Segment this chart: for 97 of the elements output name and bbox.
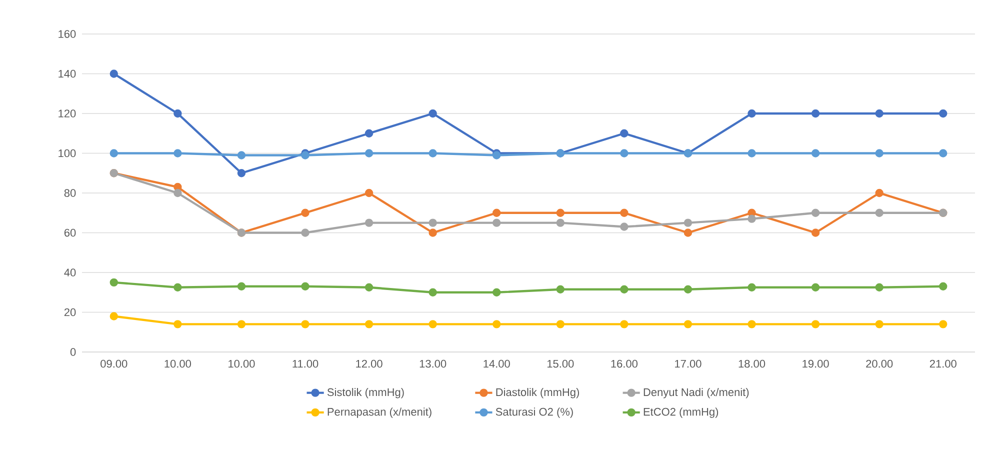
point (237, 282, 246, 291)
point (174, 149, 182, 158)
x-tick-label: 16.00 (611, 360, 638, 368)
point (684, 285, 692, 294)
legend-label: Saturasi O2 (%) (496, 408, 573, 418)
legend-label: Sistolik (mmHg) (327, 388, 404, 398)
y-tick-label: 0 (70, 348, 76, 356)
point (875, 188, 884, 198)
x-tick-label: 19.00 (802, 360, 829, 368)
point (428, 288, 437, 296)
point (620, 222, 628, 231)
point (556, 218, 564, 227)
point (110, 312, 118, 320)
point (748, 320, 756, 328)
point (811, 149, 820, 158)
point (301, 208, 310, 217)
legend-label: Pernapasan (x/menit) (328, 408, 432, 418)
point (428, 109, 437, 118)
point (875, 283, 884, 292)
x-tick-label: 20.00 (866, 360, 893, 368)
point (364, 283, 374, 292)
legend-label: EtCO2 (mmHg) (644, 408, 718, 418)
point (811, 283, 820, 292)
point (748, 149, 756, 158)
y-tick-label: 100 (58, 149, 76, 158)
point (939, 109, 948, 118)
point (364, 149, 374, 158)
point (301, 320, 310, 328)
x-tick-label: 18.00 (738, 360, 766, 368)
x-tick-label: 21.00 (930, 360, 956, 368)
point (939, 320, 948, 328)
point (301, 282, 310, 291)
point (492, 208, 501, 217)
x-tick-label: 09.00 (100, 360, 128, 368)
x-tick-label: 10.00 (164, 360, 191, 368)
point (684, 320, 692, 328)
x-tick-label: 10.00 (228, 360, 255, 368)
point (428, 218, 437, 227)
point (811, 320, 820, 328)
point (939, 149, 948, 158)
point (110, 70, 118, 78)
x-tick-label: 15.00 (547, 360, 574, 368)
point (428, 228, 437, 237)
point (684, 228, 692, 237)
point (620, 208, 628, 217)
point (364, 320, 374, 328)
y-tick-label: 160 (58, 30, 76, 38)
point (875, 208, 884, 217)
y-tick-label: 20 (64, 308, 76, 316)
point (364, 129, 374, 138)
point (237, 320, 246, 328)
point (364, 188, 374, 198)
x-tick-label: 11.00 (292, 360, 318, 368)
point (811, 228, 820, 237)
y-tick-label: 60 (64, 228, 76, 237)
point (875, 149, 884, 158)
point (428, 320, 437, 328)
point (939, 282, 948, 291)
point (811, 208, 820, 217)
point (875, 320, 884, 328)
point (684, 218, 692, 227)
point (110, 278, 118, 287)
point (237, 151, 246, 160)
point (556, 320, 564, 328)
point (620, 320, 628, 328)
y-tick-label: 80 (64, 189, 76, 197)
point (492, 288, 501, 296)
point (811, 109, 820, 118)
x-tick-label: 12.00 (356, 360, 382, 368)
point (620, 149, 628, 158)
point (237, 169, 246, 178)
point (748, 109, 756, 118)
point (301, 228, 310, 237)
point (875, 109, 884, 118)
point (110, 149, 118, 158)
point (620, 129, 628, 138)
point (174, 320, 182, 328)
x-tick-label: 14.00 (484, 360, 510, 368)
legend-label: Denyut Nadi (x/menit) (644, 388, 749, 398)
point (492, 218, 501, 227)
y-tick-label: 40 (64, 268, 76, 276)
point (492, 320, 501, 328)
y-tick-label: 140 (58, 70, 76, 78)
point (556, 285, 564, 294)
x-tick-label: 13.00 (420, 360, 446, 368)
point (174, 188, 182, 198)
y-tick-label: 120 (58, 110, 76, 118)
point (748, 283, 756, 292)
point (748, 214, 756, 223)
point (174, 109, 182, 118)
x-tick-label: 17.00 (675, 360, 702, 368)
point (556, 208, 564, 217)
point (174, 283, 182, 292)
point (620, 285, 628, 294)
point (428, 149, 437, 158)
legend-label: Diastolik (mmHg) (496, 388, 579, 398)
point (364, 218, 374, 227)
